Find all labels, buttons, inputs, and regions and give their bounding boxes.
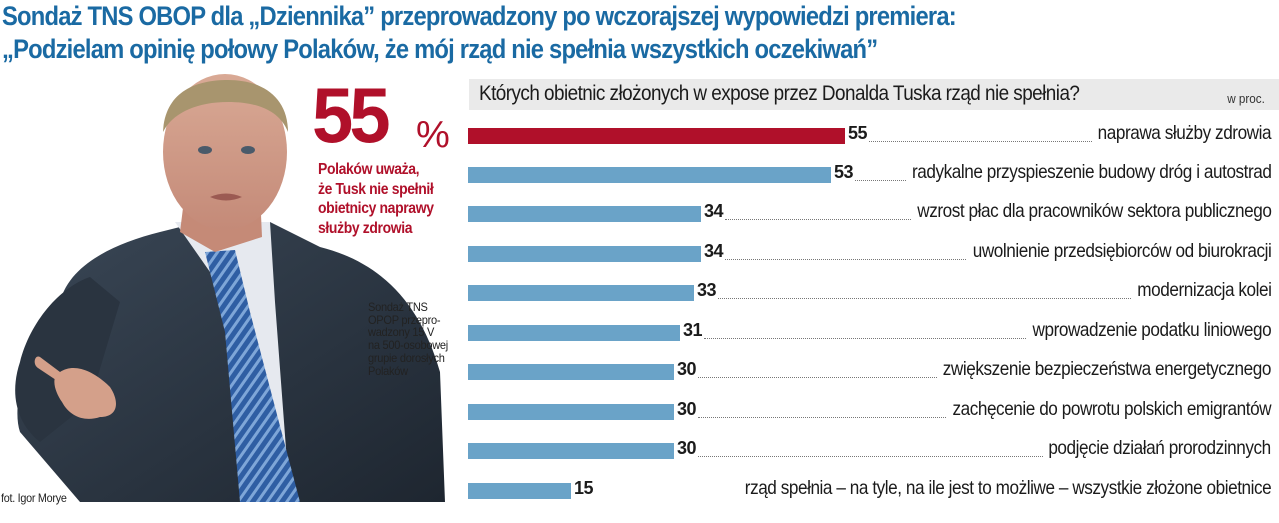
note-line: Sondaż TNS	[368, 300, 428, 314]
bar	[468, 364, 674, 380]
photo-credit: fot. Igor Morye	[1, 491, 67, 505]
leader-dots	[718, 298, 1131, 299]
leader-dots	[725, 219, 911, 220]
bar	[468, 404, 674, 420]
leader-dots	[725, 259, 967, 260]
note-line: wadzony 15 V	[368, 325, 435, 340]
bar-value: 53	[834, 162, 854, 182]
bar-row: 34 wzrost płac dla pracowników sektora p…	[0, 200, 1279, 246]
chart-header: Których obietnic złożonych w expose prze…	[469, 79, 1279, 110]
bar-label: radykalne przyspieszenie budowy dróg i a…	[911, 161, 1272, 183]
bar-value: 30	[677, 359, 697, 379]
leader-dots	[869, 141, 1092, 142]
portrait-photo: fot. Igor Morye	[0, 72, 470, 510]
bar-row: 55 naprawa służby zdrowia	[0, 122, 1279, 168]
leader-dots	[704, 338, 1027, 339]
bar-label: podjęcie działań prorodzinnych	[1048, 437, 1272, 459]
highlight-value: 55	[312, 71, 391, 159]
bar-value: 34	[704, 201, 724, 221]
bar-value: 33	[697, 280, 717, 300]
bar-label: modernizacja kolei	[1136, 279, 1272, 301]
note-line: OPOP przepro-	[368, 312, 441, 327]
bar-row: 30 podjęcie działań prorodzinnych	[0, 437, 1279, 483]
bar-row: 30 zachęcenie do powrotu polskich emigra…	[0, 398, 1279, 444]
chart-title: Których obietnic złożonych w expose prze…	[479, 82, 1080, 105]
caption-line: Polaków uważa,	[318, 161, 420, 178]
caption-line: obietnicy naprawy	[318, 200, 434, 217]
bar	[468, 246, 701, 262]
bar	[468, 325, 680, 341]
leader-dots	[855, 180, 906, 181]
bar	[468, 483, 571, 499]
caption-line: że Tusk nie spełnił	[318, 180, 434, 198]
note-line: grupie dorosłych	[368, 350, 445, 365]
highlight-stat: 55 %	[312, 71, 450, 159]
note-line: Polaków	[368, 363, 408, 378]
headline: Sondaż TNS OBOP dla „Dziennika” przeprow…	[2, 0, 1120, 66]
bar-label: wprowadzenie podatku liniowego	[1032, 319, 1271, 341]
highlight-unit: %	[416, 114, 450, 156]
headline-line-1: Sondaż TNS OBOP dla „Dziennika” przeprow…	[2, 1, 957, 31]
bar-row: 15 rząd spełnia – na tyle, na ile jest t…	[0, 477, 1279, 523]
bar	[468, 128, 845, 144]
bar-value: 15	[574, 478, 594, 498]
bar	[468, 206, 701, 222]
bar-value: 30	[677, 399, 697, 419]
caption-line: służby zdrowia	[318, 219, 413, 237]
portrait-illustration-icon	[15, 74, 445, 502]
bar	[468, 443, 674, 459]
bar-value: 34	[704, 241, 724, 261]
bar	[468, 167, 831, 183]
bar-label: zwiększenie bezpieczeństwa energetyczneg…	[942, 358, 1272, 380]
leader-dots	[698, 417, 947, 418]
bar-label: naprawa służby zdrowia	[1097, 122, 1272, 144]
bar-label: zachęcenie do powrotu polskich emigrantó…	[952, 398, 1271, 420]
highlight-caption: Polaków uważa, że Tusk nie spełnił obiet…	[318, 160, 453, 238]
bar-label: wzrost płac dla pracowników sektora publ…	[916, 200, 1272, 222]
bar-row: 34 uwolnienie przedsiębiorców od biurokr…	[0, 240, 1279, 286]
bar-row: 33 modernizacja kolei	[0, 279, 1279, 325]
bar-row: 31 wprowadzenie podatku liniowego	[0, 319, 1279, 365]
bar-value: 55	[848, 123, 868, 143]
headline-line-2: „Podzielam opinię połowy Polaków, że mój…	[2, 34, 878, 64]
bar-label: uwolnienie przedsiębiorców od biurokracj…	[972, 240, 1271, 262]
chart-unit-label: w proc.	[1227, 91, 1265, 106]
bar	[468, 285, 694, 301]
bar-value: 30	[677, 438, 697, 458]
note-line: na 500-osobowej	[368, 338, 448, 353]
leader-dots	[698, 377, 937, 378]
bar-label: rząd spełnia – na tyle, na ile jest to m…	[744, 477, 1272, 499]
survey-methodology-note: Sondaż TNS OPOP przepro- wadzony 15 V na…	[368, 301, 465, 377]
leader-dots	[698, 456, 1043, 457]
bar-value: 31	[683, 320, 703, 340]
bar-row: 53 radykalne przyspieszenie budowy dróg …	[0, 161, 1279, 207]
bar-row: 30 zwiększenie bezpieczeństwa energetycz…	[0, 358, 1279, 404]
